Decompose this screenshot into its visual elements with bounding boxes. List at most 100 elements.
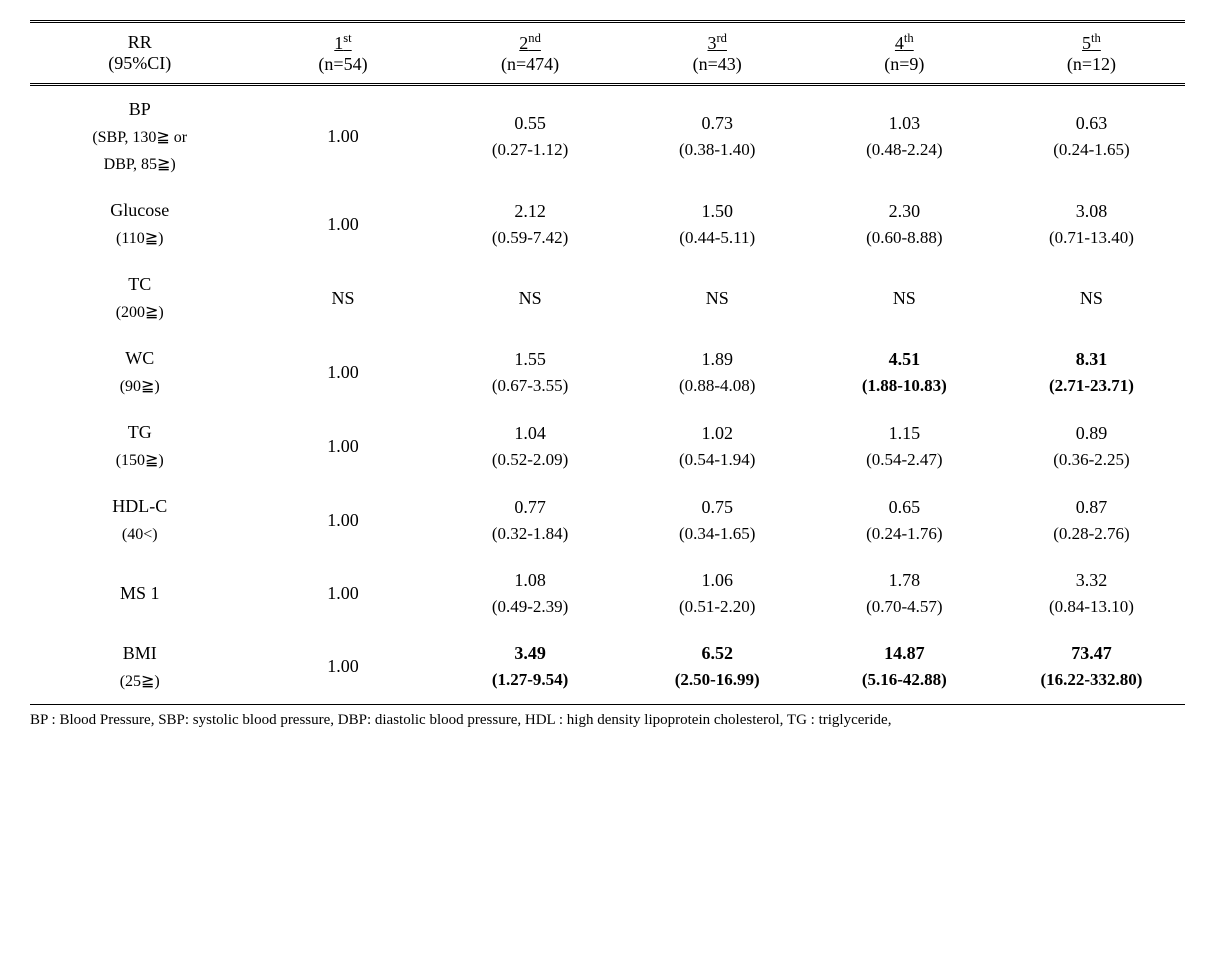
cell-ci: (0.48-2.24) (815, 137, 994, 163)
cell-ci: (0.49-2.39) (441, 594, 620, 620)
cell-ci: (0.28-2.76) (1002, 521, 1181, 547)
data-cell: 1.15(0.54-2.47) (811, 409, 998, 483)
data-cell: 0.65(0.24-1.76) (811, 483, 998, 557)
data-cell: 14.87(5.16-42.88) (811, 630, 998, 705)
cell-value: 1.04 (441, 420, 620, 447)
data-cell: 1.78(0.70-4.57) (811, 557, 998, 630)
data-cell: 1.00 (249, 409, 436, 483)
cell-ci: (1.27-9.54) (441, 667, 620, 693)
cell-ci: (0.59-7.42) (441, 225, 620, 251)
data-cell: 1.00 (249, 557, 436, 630)
cell-value: 6.52 (628, 640, 807, 667)
cell-value: 1.89 (628, 346, 807, 373)
cell-value: 1.00 (253, 433, 432, 460)
table-row: HDL-C(40<)1.000.77(0.32-1.84)0.75(0.34-1… (30, 483, 1185, 557)
data-cell: 1.00 (249, 335, 436, 409)
cell-value: 0.89 (1002, 420, 1181, 447)
cell-ci: (0.88-4.08) (628, 373, 807, 399)
cell-ci: (0.51-2.20) (628, 594, 807, 620)
cell-value: 1.08 (441, 567, 620, 594)
row-label: BMI(25≧) (30, 630, 249, 705)
cell-ci: (0.67-3.55) (441, 373, 620, 399)
cell-ci: (0.71-13.40) (1002, 225, 1181, 251)
row-label: Glucose(110≧) (30, 187, 249, 261)
cell-value: 0.63 (1002, 110, 1181, 137)
data-cell: 8.31(2.71-23.71) (998, 335, 1185, 409)
cell-value: 1.03 (815, 110, 994, 137)
data-cell: 0.55(0.27-1.12) (437, 85, 624, 188)
cell-value: 0.75 (628, 494, 807, 521)
header-ci-label: (95%CI) (108, 53, 171, 73)
row-label: HDL-C(40<) (30, 483, 249, 557)
data-cell: 0.89(0.36-2.25) (998, 409, 1185, 483)
cell-value: 0.55 (441, 110, 620, 137)
row-label: BP(SBP, 130≧ orDBP, 85≧) (30, 85, 249, 188)
data-cell: 1.08(0.49-2.39) (437, 557, 624, 630)
header-col-5: 5th (n=12) (998, 22, 1185, 84)
cell-ci: (0.32-1.84) (441, 521, 620, 547)
cell-value: 1.00 (253, 359, 432, 386)
data-cell: 1.00 (249, 85, 436, 188)
cell-value: 3.49 (441, 640, 620, 667)
row-label: TG(150≧) (30, 409, 249, 483)
data-cell: NS (437, 261, 624, 335)
data-cell: 73.47(16.22-332.80) (998, 630, 1185, 705)
cell-value: NS (815, 285, 994, 312)
row-label: TC(200≧) (30, 261, 249, 335)
row-label: MS 1 (30, 557, 249, 630)
cell-value: 1.55 (441, 346, 620, 373)
data-cell: 0.77(0.32-1.84) (437, 483, 624, 557)
table-row: BMI(25≧)1.003.49(1.27-9.54)6.52(2.50-16.… (30, 630, 1185, 705)
cell-value: 3.08 (1002, 198, 1181, 225)
cell-ci: (1.88-10.83) (815, 373, 994, 399)
data-cell: 1.03(0.48-2.24) (811, 85, 998, 188)
cell-value: 1.78 (815, 567, 994, 594)
data-cell: 1.89(0.88-4.08) (624, 335, 811, 409)
data-cell: 0.87(0.28-2.76) (998, 483, 1185, 557)
header-col-1: 1st (n=54) (249, 22, 436, 84)
table-row: WC(90≧)1.001.55(0.67-3.55)1.89(0.88-4.08… (30, 335, 1185, 409)
data-cell: 6.52(2.50-16.99) (624, 630, 811, 705)
data-cell: 1.00 (249, 483, 436, 557)
cell-ci: (2.50-16.99) (628, 667, 807, 693)
cell-ci: (0.52-2.09) (441, 447, 620, 473)
cell-value: 2.12 (441, 198, 620, 225)
cell-value: 0.77 (441, 494, 620, 521)
table-footnote: BP : Blood Pressure, SBP: systolic blood… (30, 709, 1185, 732)
cell-ci: (0.24-1.65) (1002, 137, 1181, 163)
data-cell: NS (811, 261, 998, 335)
data-cell: 4.51(1.88-10.83) (811, 335, 998, 409)
cell-ci: (5.16-42.88) (815, 667, 994, 693)
table-row: TC(200≧)NSNSNSNSNS (30, 261, 1185, 335)
cell-value: 0.73 (628, 110, 807, 137)
cell-value: 3.32 (1002, 567, 1181, 594)
cell-value: NS (1002, 285, 1181, 312)
cell-ci: (0.38-1.40) (628, 137, 807, 163)
cell-value: 0.87 (1002, 494, 1181, 521)
data-cell: 3.32(0.84-13.10) (998, 557, 1185, 630)
cell-ci: (0.84-13.10) (1002, 594, 1181, 620)
data-cell: 3.49(1.27-9.54) (437, 630, 624, 705)
cell-value: NS (253, 285, 432, 312)
cell-ci: (0.34-1.65) (628, 521, 807, 547)
cell-ci: (0.36-2.25) (1002, 447, 1181, 473)
data-cell: 3.08(0.71-13.40) (998, 187, 1185, 261)
data-cell: 0.63(0.24-1.65) (998, 85, 1185, 188)
header-rr: RR (95%CI) (30, 22, 249, 84)
data-cell: 1.00 (249, 187, 436, 261)
data-cell: 1.06(0.51-2.20) (624, 557, 811, 630)
cell-value: 1.00 (253, 653, 432, 680)
cell-ci: (0.70-4.57) (815, 594, 994, 620)
cell-ci: (16.22-332.80) (1002, 667, 1181, 693)
cell-value: 1.06 (628, 567, 807, 594)
cell-value: 4.51 (815, 346, 994, 373)
cell-value: 8.31 (1002, 346, 1181, 373)
cell-ci: (0.54-1.94) (628, 447, 807, 473)
header-col-4: 4th (n=9) (811, 22, 998, 84)
header-col-2: 2nd (n=474) (437, 22, 624, 84)
data-cell: NS (249, 261, 436, 335)
cell-value: 1.00 (253, 123, 432, 150)
cell-ci: (0.27-1.12) (441, 137, 620, 163)
cell-value: 2.30 (815, 198, 994, 225)
cell-value: NS (628, 285, 807, 312)
